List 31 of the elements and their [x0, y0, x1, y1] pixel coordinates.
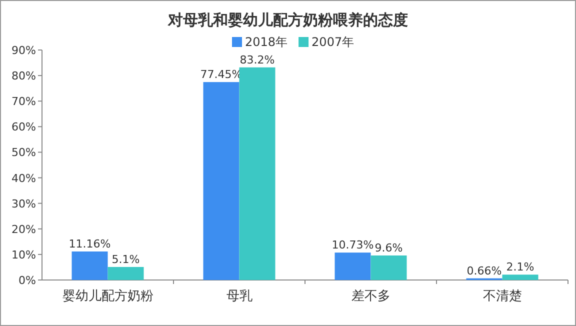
data-label: 2.1% [506, 260, 534, 274]
legend-label: 2018年 [245, 35, 288, 49]
y-tick-label: 40% [12, 172, 36, 185]
bar [370, 255, 407, 280]
y-tick-label: 50% [12, 146, 36, 160]
bar [108, 266, 144, 280]
bar [334, 252, 371, 280]
y-tick-label: 10% [12, 248, 36, 262]
data-label: 5.1% [112, 252, 140, 266]
y-tick-label: 30% [12, 197, 36, 210]
data-label: 9.6% [374, 241, 403, 254]
x-tick-label: 母乳 [226, 289, 252, 304]
x-tick-label: 不清楚 [482, 289, 522, 304]
x-tick-label: 差不多 [351, 289, 390, 304]
y-tick-label: 70% [12, 95, 36, 108]
y-tick-label: 0% [18, 274, 36, 287]
data-label: 11.16% [68, 237, 111, 250]
data-label: 83.2% [240, 53, 275, 66]
chart-title: 对母乳和婴幼儿配方奶粉喂养的态度 [167, 11, 408, 29]
legend-label: 2007年 [312, 35, 354, 49]
y-tick-label: 80% [12, 70, 36, 83]
y-tick-label: 20% [12, 222, 36, 236]
bar [203, 82, 240, 280]
x-tick-label: 婴幼儿配方奶粉 [62, 288, 154, 304]
bar [72, 251, 108, 280]
bar [239, 67, 276, 280]
data-label: 10.73% [332, 238, 374, 252]
y-tick-label: 90% [12, 44, 36, 57]
y-tick-label: 60% [12, 120, 36, 134]
bar [502, 274, 538, 280]
data-label: 0.66% [466, 264, 502, 278]
